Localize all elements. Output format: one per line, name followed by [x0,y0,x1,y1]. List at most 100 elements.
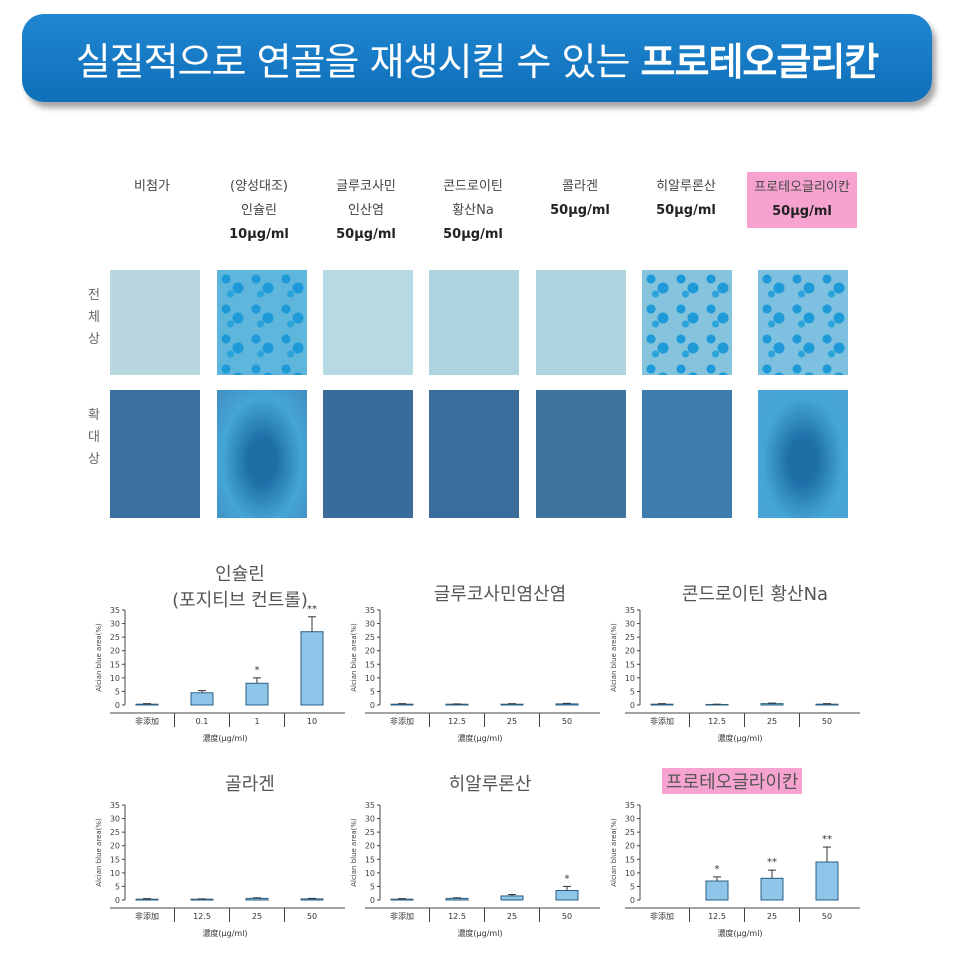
micrograph-whole-3 [429,270,519,375]
x-tick-label: 25 [767,717,777,726]
bar-chart-0: 0 5 10 15 20 25 30 35 Alcian blue area(%) 非添加 0.1 *… [95,604,345,743]
y-tick-label: 35 [365,801,375,810]
column-header-insulin: (양성대조) 인슐린 10μg/ml [229,179,289,242]
row-label-magnified: 확대상 [88,408,100,467]
bar [555,703,579,706]
bar [555,890,579,901]
bar [135,898,159,901]
x-tick-label: 非添加 [650,716,674,726]
x-tick-label: 12.5 [708,912,726,921]
micrograph-magnified-4 [536,390,626,518]
y-tick-label: 35 [110,606,120,615]
row-label-whole: 전체상 [88,288,100,347]
y-tick-label: 5 [630,687,635,696]
y-tick-label: 15 [365,855,375,864]
micrograph-whole-2 [323,270,413,375]
y-tick-label: 20 [365,647,375,656]
y-tick-label: 25 [110,828,120,837]
bar [190,898,214,901]
bar-chart-1: 0 5 10 15 20 25 30 35 Alcian blue area(%) 非添加 12.5… [350,606,600,743]
chart-title-line2: (포지티브 컨트롤) [172,590,308,611]
bar [500,703,524,706]
y-tick-label: 35 [625,606,635,615]
column-header-hyaluronic: 히알루론산 50μg/ml [656,179,716,218]
x-tick-label: 50 [822,912,832,921]
y-axis-label: Alcian blue area(%) [610,818,618,887]
bar [815,703,839,706]
y-tick-label: 15 [625,660,635,669]
micrograph-magnified-6 [758,390,848,518]
y-tick-label: 0 [630,701,635,710]
y-tick-label: 35 [365,606,375,615]
micrograph-magnified-2 [323,390,413,518]
y-tick-label: 5 [115,882,120,891]
x-tick-label: 12.5 [448,912,466,921]
column-header-collagen: 콜라겐 50μg/ml [550,179,610,218]
x-tick-label: 12.5 [708,717,726,726]
bar [300,631,324,706]
x-tick-label: 25 [507,717,517,726]
y-tick-label: 0 [115,701,120,710]
y-tick-label: 20 [110,647,120,656]
y-axis-label: Alcian blue area(%) [610,623,618,692]
x-tick-label: 50 [307,912,317,921]
x-axis-label: 濃度(μg/ml) [202,928,247,938]
y-tick-label: 25 [110,633,120,642]
y-tick-label: 5 [370,687,375,696]
y-tick-label: 30 [110,815,120,824]
y-tick-label: 10 [625,869,635,878]
y-tick-label: 15 [365,660,375,669]
significance-mark: * [715,864,720,875]
y-tick-label: 0 [370,701,375,710]
y-axis-label: Alcian blue area(%) [95,818,103,887]
bar [705,703,729,706]
x-tick-label: 50 [562,717,572,726]
y-axis-label: Alcian blue area(%) [350,623,358,692]
y-tick-label: 15 [110,660,120,669]
bar [390,703,414,706]
banner-title: 실질적으로 연골을 재생시킬 수 있는 프로테오글리칸 [75,39,880,84]
column-header-glucosamine: 글루코사민 인산염 50μg/ml [336,179,396,242]
micrograph-magnified-5 [642,390,732,518]
y-tick-label: 25 [625,828,635,837]
x-tick-label: 非添加 [135,716,159,726]
significance-mark: ** [822,834,832,845]
y-tick-label: 20 [625,842,635,851]
x-tick-label: 50 [562,912,572,921]
significance-mark: ** [767,857,777,868]
micrograph-whole-6 [758,270,848,375]
bar-chart-4: 0 5 10 15 20 25 30 35 Alcian blue area(%) 非添加 12.5… [350,801,600,938]
chart-title-chondroitin: 콘드로이틴 황산Na [681,584,829,605]
bar [390,898,414,901]
column-header-control: 비첨가 [134,179,170,194]
y-tick-label: 15 [625,855,635,864]
bar [300,898,324,901]
y-tick-label: 25 [365,633,375,642]
y-tick-label: 30 [625,815,635,824]
y-axis-label: Alcian blue area(%) [350,818,358,887]
bar [500,895,524,901]
x-tick-label: 1 [254,717,259,726]
x-tick-label: 非添加 [135,911,159,921]
x-tick-label: 非添加 [390,911,414,921]
y-tick-label: 10 [625,674,635,683]
y-axis-label: Alcian blue area(%) [95,623,103,692]
bar [245,682,269,706]
y-tick-label: 0 [630,896,635,905]
bar-chart-3: 0 5 10 15 20 25 30 35 Alcian blue area(%) 非添加 12.5… [95,801,345,938]
x-tick-label: 25 [507,912,517,921]
y-tick-label: 0 [115,896,120,905]
y-tick-label: 10 [365,869,375,878]
bar [705,880,729,901]
bar-chart-5: 0 5 10 15 20 25 30 35 Alcian blue area(%) 非添加 * 12.… [610,801,860,938]
x-tick-label: 50 [822,717,832,726]
y-tick-label: 10 [110,674,120,683]
y-tick-label: 30 [110,620,120,629]
x-tick-label: 非添加 [650,911,674,921]
bar [135,703,159,706]
micrograph-whole-1 [217,270,307,375]
bar [190,692,214,706]
micrograph-magnified-3 [429,390,519,518]
micrograph-whole-4 [536,270,626,375]
chart-title-proteoglycan: 프로테오글라이칸 [662,768,803,794]
